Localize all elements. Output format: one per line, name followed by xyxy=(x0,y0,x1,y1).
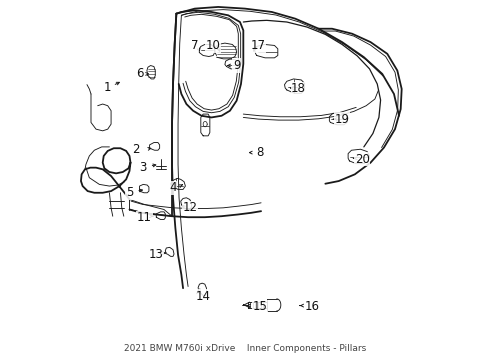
Text: 1: 1 xyxy=(104,81,112,94)
Text: 9: 9 xyxy=(233,59,241,72)
Text: 20: 20 xyxy=(355,153,369,166)
Text: 5: 5 xyxy=(126,186,133,199)
Text: 8: 8 xyxy=(256,146,264,159)
Text: 3: 3 xyxy=(139,161,147,174)
Text: 7: 7 xyxy=(191,39,198,52)
Text: 4: 4 xyxy=(169,181,177,194)
Text: 18: 18 xyxy=(291,82,306,95)
Text: 13: 13 xyxy=(149,248,164,261)
Text: 15: 15 xyxy=(253,300,268,313)
Text: 14: 14 xyxy=(196,290,211,303)
Text: 2021 BMW M760i xDrive    Inner Components - Pillars: 2021 BMW M760i xDrive Inner Components -… xyxy=(124,344,366,353)
Text: 12: 12 xyxy=(182,201,197,214)
Text: 6: 6 xyxy=(136,67,143,80)
Text: 10: 10 xyxy=(206,39,220,52)
Text: 16: 16 xyxy=(304,300,319,313)
Text: 17: 17 xyxy=(251,39,266,52)
Text: 11: 11 xyxy=(137,211,152,224)
Text: 2: 2 xyxy=(132,143,140,156)
Text: 19: 19 xyxy=(335,113,349,126)
